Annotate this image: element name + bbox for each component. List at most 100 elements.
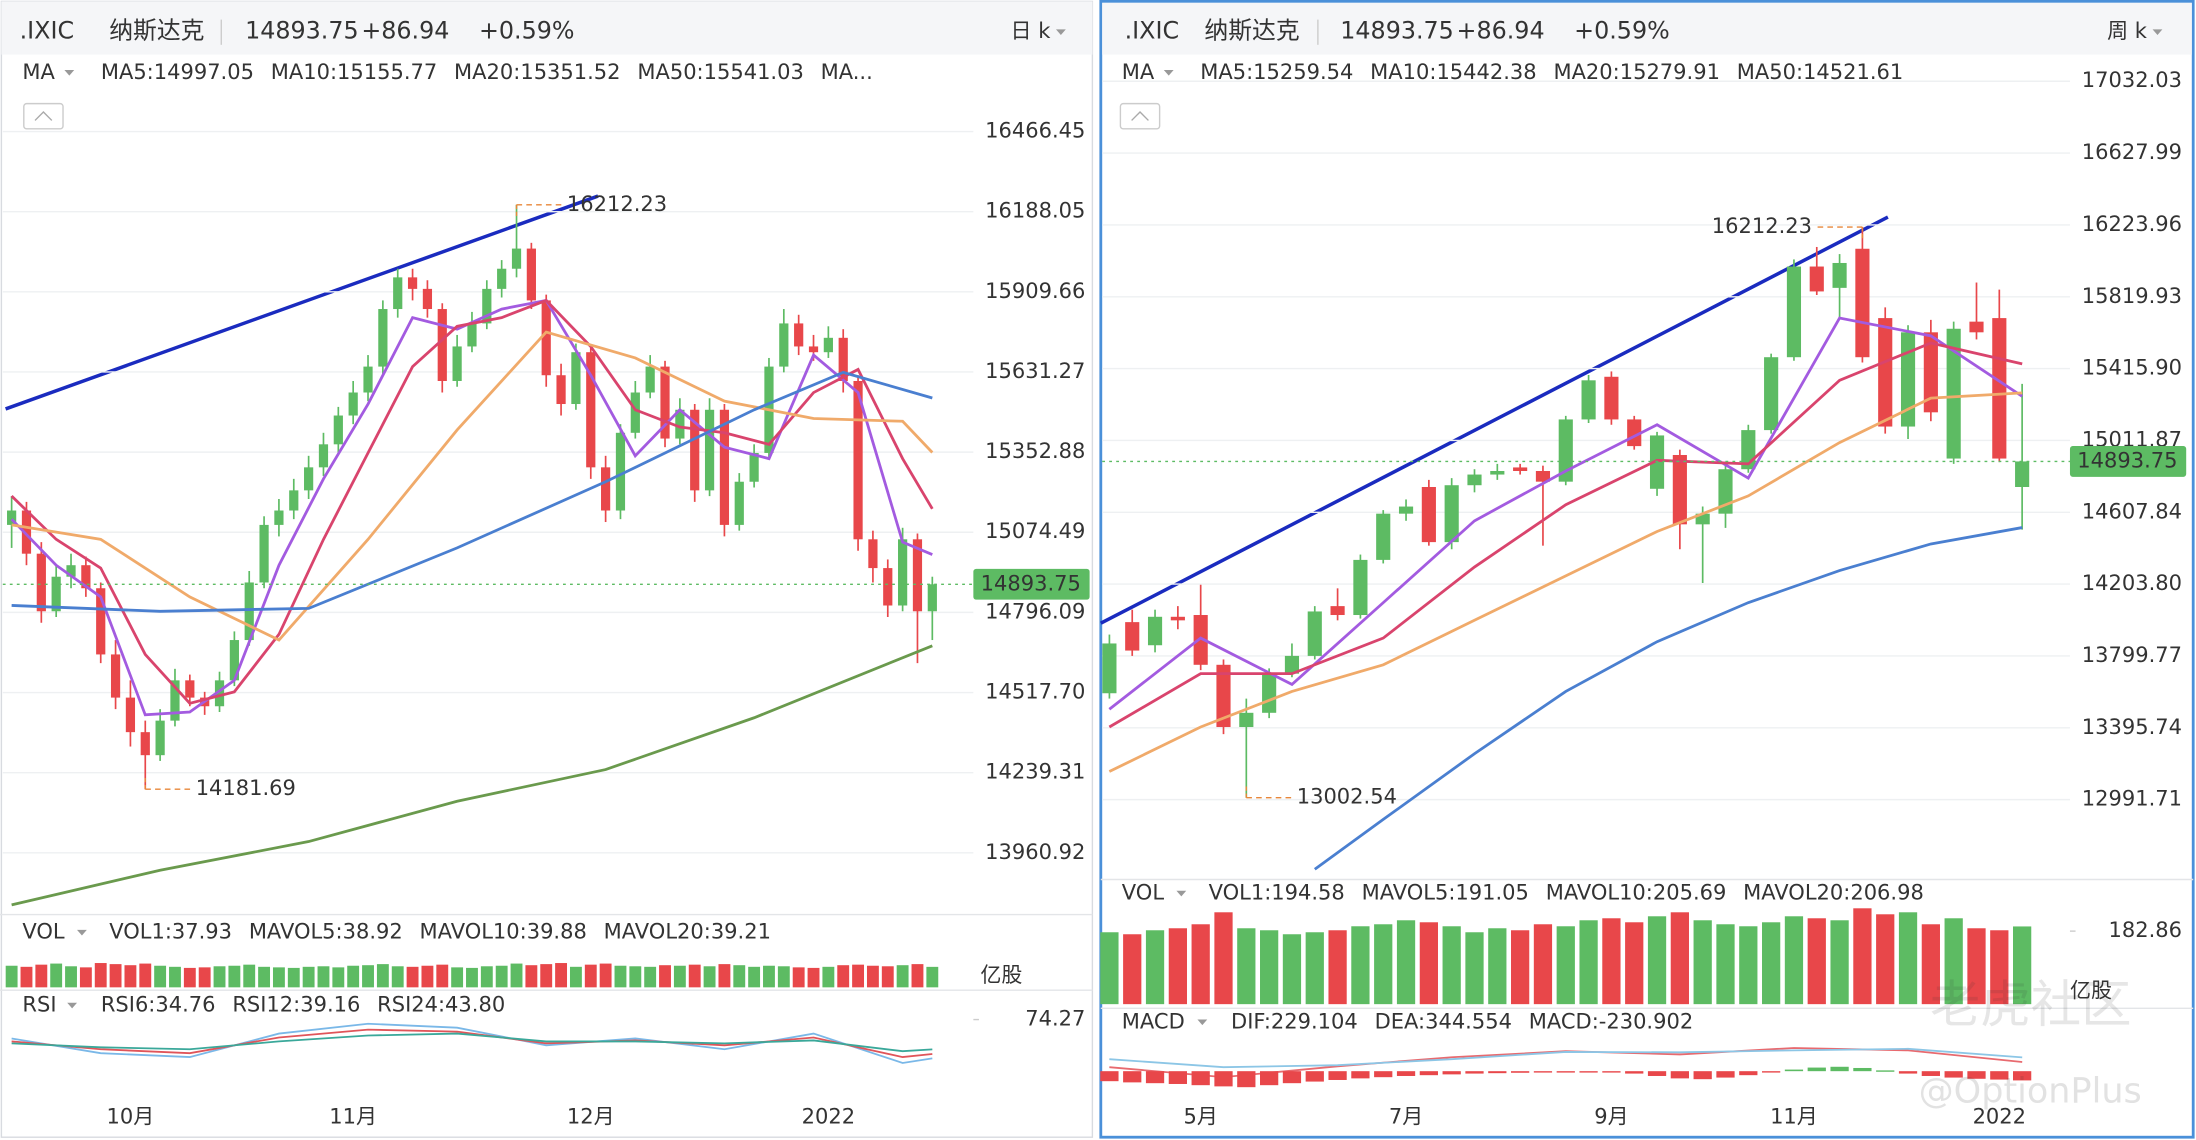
candle-body	[393, 277, 403, 310]
macd-bar	[2013, 1071, 2032, 1081]
candle-body	[333, 415, 343, 445]
legend-item: RSI12:39.16	[232, 993, 360, 1017]
legend-item: MAVOL5:38.92	[249, 920, 403, 944]
volume-bar	[1374, 924, 1393, 1005]
line	[1108, 316, 2023, 711]
header-change: +86.94	[361, 17, 449, 45]
period-selector[interactable]: 周 k	[2107, 19, 2148, 43]
macd-bar	[1396, 1071, 1416, 1076]
candle-body	[1239, 712, 1254, 728]
macd-bar	[1556, 1071, 1575, 1073]
watermark-brand: 老虎社区	[1930, 975, 2132, 1034]
volume-bar	[1191, 924, 1210, 1005]
volume-bar	[1579, 920, 1598, 1005]
candle-body	[229, 640, 239, 681]
line	[10, 298, 934, 705]
last-price-label: 14893.75	[981, 571, 1081, 595]
volume-bar	[1693, 920, 1712, 1005]
candle-body	[1262, 673, 1277, 713]
volume-bar	[5, 965, 18, 988]
volume-bar	[495, 965, 508, 988]
candle-body	[1878, 318, 1893, 427]
macd-bar	[1145, 1071, 1165, 1084]
line	[11, 1032, 933, 1053]
indicator-label: MA	[22, 60, 55, 84]
header-name: 纳斯达克	[109, 17, 204, 45]
last-price-box	[2069, 446, 2187, 477]
header-symbol: .IXIC	[20, 17, 75, 45]
volume-bar	[480, 966, 493, 988]
collapse-button[interactable]	[23, 102, 64, 130]
volume-bar	[1465, 932, 1484, 1005]
volume-bar	[347, 965, 360, 988]
candle-body	[838, 337, 848, 381]
legend-item: RSI6:34.76	[101, 993, 216, 1017]
candle-body	[96, 588, 106, 655]
candle-body	[66, 565, 76, 577]
macd-bar	[1511, 1071, 1530, 1073]
line	[1108, 341, 2023, 729]
volume-bar	[837, 965, 850, 988]
candle-body	[110, 654, 121, 698]
volume-bar	[376, 964, 389, 988]
macd-bar	[1419, 1071, 1438, 1076]
volume-unit: 亿股	[980, 963, 1022, 987]
volume-bar	[599, 963, 612, 988]
candle-body	[586, 352, 596, 468]
period-selector[interactable]: 日 k	[1011, 19, 1052, 43]
volume-bar	[1602, 918, 1621, 1005]
candle-body	[794, 323, 804, 347]
y-tick-label: 13960.92	[985, 840, 1085, 864]
y-tick-label: 16627.99	[2082, 140, 2182, 164]
candle-body	[274, 510, 284, 525]
volume-bar	[659, 965, 671, 988]
macd-bar	[1123, 1071, 1142, 1083]
candle-body	[36, 553, 46, 612]
collapse-button[interactable]	[1119, 102, 1161, 130]
candle-body	[1307, 611, 1322, 656]
candle-body	[21, 510, 32, 554]
macd-bar	[1967, 1071, 1986, 1079]
indicator-label: MA	[1122, 60, 1155, 84]
candle-body	[467, 323, 477, 347]
y-tick-label: 12991.71	[2082, 787, 2182, 811]
macd-bar	[1328, 1071, 1347, 1080]
candle-body	[1764, 357, 1779, 431]
legend-item: MA50:14521.61	[1737, 60, 1903, 84]
candle-body	[1809, 266, 1824, 292]
volume-bar	[287, 967, 300, 988]
header-last: 14893.75	[1340, 17, 1454, 45]
volume-bar	[1967, 928, 1986, 1005]
macd-bar	[1898, 1071, 1918, 1074]
candle-body	[155, 720, 165, 756]
candle-body	[422, 288, 433, 310]
candle-body	[675, 409, 685, 439]
volume-bar	[1442, 926, 1461, 1005]
trend-line	[1099, 215, 1889, 625]
legend-item: MA20:15279.91	[1553, 60, 1719, 84]
legend-item: MAVOL20:39.21	[604, 920, 771, 944]
volume-bar	[1807, 918, 1826, 1005]
extreme-label: 13002.54	[1297, 785, 1397, 809]
candle-body	[511, 248, 522, 269]
legend-item: MAVOL20:206.98	[1743, 881, 1924, 905]
volume-bar	[109, 964, 122, 988]
volume-bar	[1716, 924, 1735, 1005]
volume-bar	[124, 965, 137, 988]
extreme-label: 16212.23	[1712, 214, 1812, 238]
volume-bar	[198, 967, 211, 988]
volume-bar	[896, 965, 909, 988]
volume-bar	[614, 965, 627, 988]
candle-body	[630, 392, 640, 433]
legend-item: MAVOL5:191.05	[1362, 881, 1529, 905]
line	[10, 298, 933, 717]
volume-bar	[1328, 930, 1347, 1005]
dropdown-caret	[1176, 890, 1187, 897]
candle-body	[660, 366, 670, 439]
x-tick-label: 5月	[1183, 1105, 1217, 1129]
candle-body	[1170, 616, 1185, 621]
candle-body	[1376, 513, 1391, 560]
volume-unit: 亿股	[2070, 979, 2112, 1003]
candle-body	[318, 444, 329, 468]
volume-bar	[1556, 926, 1575, 1005]
